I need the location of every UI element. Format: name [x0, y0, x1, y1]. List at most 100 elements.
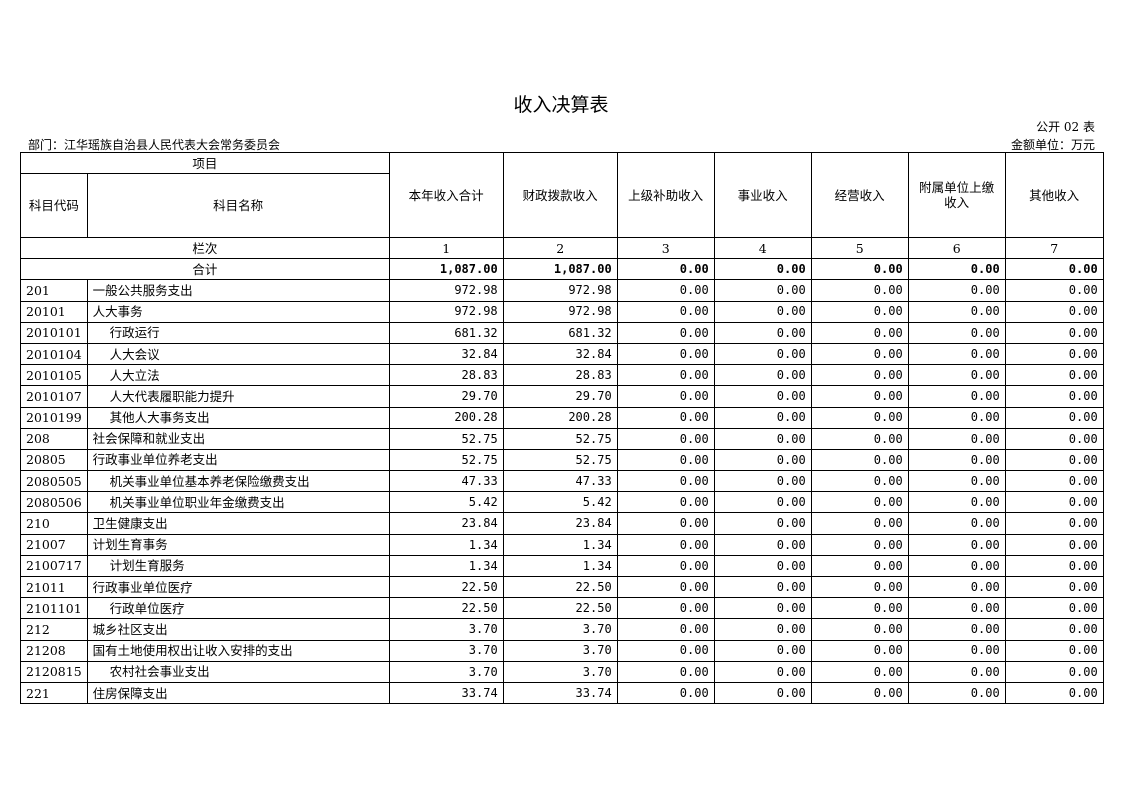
amount-cell: 0.00	[810, 681, 909, 705]
subject-name: 计划生育事务	[86, 533, 390, 556]
subject-code: 2010199	[20, 406, 88, 429]
table-row: 20805 行政事业单位养老支出 52.75 52.75 0.00 0.00 0.00 0.0…	[20, 448, 1104, 472]
table-row: 201 一般公共服务支出 972.98 972.98 0.00 0.00 0.00 0.00 0…	[20, 279, 1104, 302]
amount-cell: 0.00	[810, 470, 909, 493]
amount-cell: 47.33	[502, 470, 618, 493]
amount-cell: 0.00	[1004, 300, 1104, 323]
department: 部门：江华瑶族自治县人民代表大会常务委员会	[28, 138, 281, 152]
table-row: 2080505 机关事业单位基本养老保险缴费支出 47.33 47.33 0.00 0.0…	[20, 470, 1104, 493]
amount-cell: 32.84	[502, 342, 618, 366]
amount-cell: 681.32	[502, 321, 618, 344]
subject-name: 国有土地使用权出让收入安排的支出	[86, 639, 390, 662]
amount-cell: 972.98	[388, 279, 504, 302]
amount-cell: 200.28	[388, 406, 504, 429]
subject-code: 20101	[20, 300, 88, 323]
amount-cell: 0.00	[713, 448, 812, 472]
column-number: 6	[907, 236, 1006, 260]
amount-cell: 0.00	[907, 448, 1006, 472]
total-value: 0.00	[1004, 258, 1104, 281]
subject-name: 人大立法	[86, 364, 390, 387]
amount-cell: 47.33	[388, 470, 504, 493]
amount-cell: 0.00	[713, 618, 812, 641]
subject-code: 212	[20, 618, 88, 641]
subject-code: 21011	[20, 575, 88, 599]
amount-cell: 0.00	[616, 512, 715, 535]
amount-cell: 0.00	[713, 512, 812, 535]
amount-cell: 0.00	[616, 342, 715, 366]
header-col-5: 经营收入	[810, 152, 909, 238]
amount-cell: 0.00	[616, 448, 715, 472]
amount-cell: 0.00	[713, 491, 812, 514]
subject-name: 人大事务	[86, 300, 390, 323]
amount-cell: 0.00	[1004, 554, 1104, 578]
amount-cell: 29.70	[502, 385, 618, 408]
table-row: 2010104 人大会议 32.84 32.84 0.00 0.00 0.00 0.00 0.0…	[20, 342, 1104, 366]
amount-cell: 22.50	[388, 597, 504, 620]
header-subject-name: 科目名称	[86, 173, 390, 238]
amount-cell: 0.00	[810, 342, 909, 366]
amount-cell: 972.98	[502, 279, 618, 302]
amount-cell: 0.00	[1004, 639, 1104, 662]
amount-cell: 681.32	[388, 321, 504, 344]
page-title: 收入决算表	[513, 94, 609, 116]
subject-name: 农村社会事业支出	[86, 660, 390, 683]
amount-cell: 0.00	[810, 385, 909, 408]
amount-cell: 22.50	[502, 597, 618, 620]
amount-cell: 0.00	[1004, 364, 1104, 387]
table-row: 212 城乡社区支出 3.70 3.70 0.00 0.00 0.00 0.00 0.00	[20, 618, 1104, 641]
subject-code: 2080506	[20, 491, 88, 514]
amount-cell: 0.00	[907, 342, 1006, 366]
amount-cell: 0.00	[616, 300, 715, 323]
amount-cell: 23.84	[502, 512, 618, 535]
amount-cell: 0.00	[907, 279, 1006, 302]
subject-name: 机关事业单位职业年金缴费支出	[86, 491, 390, 514]
amount-cell: 0.00	[907, 385, 1006, 408]
amount-cell: 1.34	[388, 533, 504, 556]
amount-cell: 0.00	[907, 681, 1006, 705]
amount-cell: 3.70	[388, 660, 504, 683]
amount-cell: 0.00	[1004, 279, 1104, 302]
amount-cell: 0.00	[1004, 618, 1104, 641]
amount-cell: 3.70	[502, 618, 618, 641]
amount-cell: 0.00	[616, 427, 715, 450]
amount-cell: 0.00	[616, 406, 715, 429]
amount-cell: 0.00	[1004, 406, 1104, 429]
total-label: 合计	[20, 258, 390, 281]
table-row: 2080506 机关事业单位职业年金缴费支出 5.42 5.42 0.00 0.00 0.0…	[20, 491, 1104, 514]
header-subject-code: 科目代码	[20, 173, 88, 238]
amount-cell: 0.00	[713, 660, 812, 683]
subject-code: 2100717	[20, 554, 88, 578]
column-number: 3	[616, 236, 715, 260]
subject-code: 2101101	[20, 597, 88, 620]
amount-cell: 0.00	[907, 512, 1006, 535]
amount-cell: 0.00	[1004, 491, 1104, 514]
subject-name: 城乡社区支出	[86, 618, 390, 641]
subject-code: 2010107	[20, 385, 88, 408]
amount-cell: 0.00	[1004, 575, 1104, 599]
income-table: 项目 本年收入合计 财政拨款收入 上级补助收入 事业收入 经营收入 附属单位上缴…	[20, 152, 1104, 705]
table-row: 221 住房保障支出 33.74 33.74 0.00 0.00 0.00 0.00 0.00	[20, 681, 1104, 705]
subject-name: 行政单位医疗	[86, 597, 390, 620]
amount-cell: 0.00	[810, 300, 909, 323]
subject-code: 21208	[20, 639, 88, 662]
subject-code: 21007	[20, 533, 88, 556]
amount-cell: 0.00	[1004, 660, 1104, 683]
subject-code: 221	[20, 681, 88, 705]
table-row: 2120815 农村社会事业支出 3.70 3.70 0.00 0.00 0.00 0.00 0…	[20, 660, 1104, 683]
amount-cell: 0.00	[907, 321, 1006, 344]
total-value: 0.00	[907, 258, 1006, 281]
total-value: 0.00	[616, 258, 715, 281]
amount-cell: 0.00	[713, 427, 812, 450]
subject-name: 机关事业单位基本养老保险缴费支出	[86, 470, 390, 493]
subject-code: 20805	[20, 448, 88, 472]
amount-cell: 0.00	[713, 681, 812, 705]
amount-cell: 0.00	[810, 321, 909, 344]
amount-cell: 52.75	[502, 427, 618, 450]
amount-cell: 0.00	[713, 364, 812, 387]
amount-cell: 0.00	[907, 639, 1006, 662]
amount-cell: 3.70	[388, 639, 504, 662]
amount-cell: 1.34	[502, 533, 618, 556]
amount-cell: 0.00	[616, 470, 715, 493]
amount-cell: 52.75	[388, 448, 504, 472]
amount-cell: 1.34	[388, 554, 504, 578]
